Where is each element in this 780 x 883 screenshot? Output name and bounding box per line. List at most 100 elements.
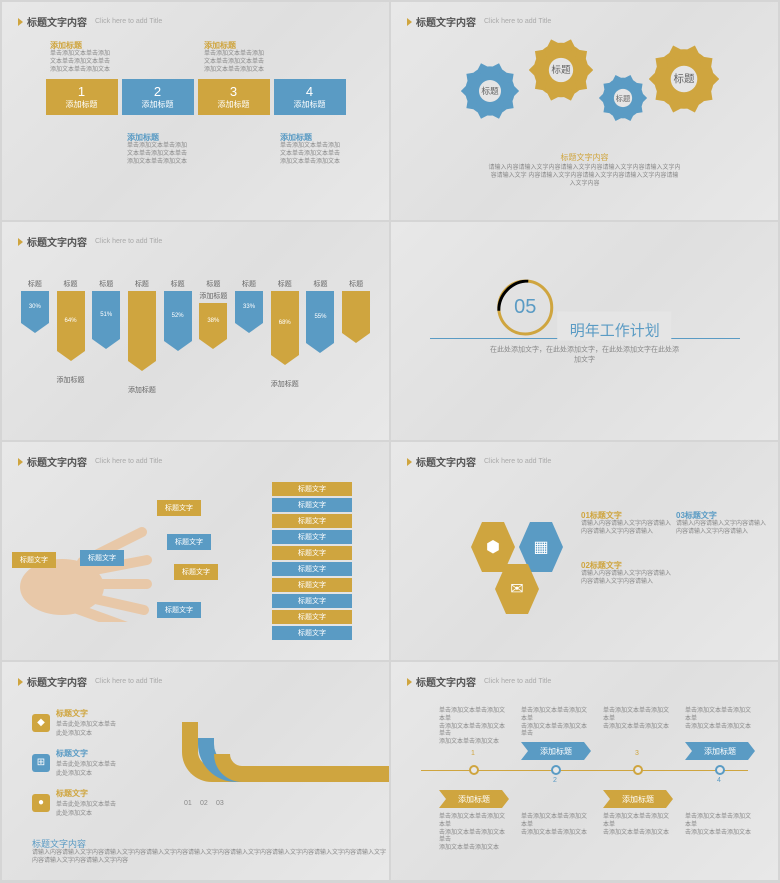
arrow-col: 标题.a60::after{border-top:10px solid #cfa… [54,279,88,385]
number-box: 3添加标题 [198,79,270,115]
point-desc-bot: 单击添加文本单击添加文本单击添加文本单击添加文本 [603,814,673,837]
finger-tag: 标题文字 [174,564,218,580]
caption-title: 标题文字内容 [488,152,682,163]
slide-header: 标题文字内容 Click here to add Title [407,674,762,689]
gear-caption: 标题文字内容 请输入内容请输入文字内容请输入文字内容请输入文字内容请输入文字内容… [488,152,682,188]
list-item: 标题文字 [272,546,352,560]
list-item: 标题文字 [272,514,352,528]
dot-num: 2 [553,777,557,784]
dot-num: 3 [635,750,639,757]
footer-block: 标题文字内容 请输入内容请输入文字内容请输入文字内容请输入文字内容请输入文字内容… [32,837,389,866]
curve-num: 03 [216,800,224,807]
list-item: 标题文字 [272,498,352,512]
finger-tag: 标题文字 [157,500,201,516]
slide-header: 标题文字内容 Click here to add Title [407,14,762,29]
gear-icon: 标题 [649,44,719,119]
svg-text:标题: 标题 [616,94,630,103]
header-sub: Click here to add Title [95,18,162,25]
arrow-col: 标题.a48::after{border-top:10px solid #5a9… [89,279,123,349]
list-item: 标题文字 [272,562,352,576]
slide-header: 标题文字内容 Click here to add Title [407,454,762,469]
number-boxes: 1添加标题2添加标题3添加标题4添加标题 [18,79,373,115]
note-block: 添加标题单击添加文本单击添加文本单击添加文本单击添加文本单击添加文本 [50,40,110,74]
header-sub: Click here to add Title [484,678,551,685]
arrow-col: 标题.a50::after{border-top:10px solid #5a9… [161,279,195,351]
arrow-col: 标题.a52::after{border-top:10px solid #5a9… [304,279,338,353]
svg-text:标题: 标题 [481,85,499,96]
slide-header: 标题文字内容 Click here to add Title [18,234,373,249]
point-desc-top: 单击添加文本单击添加文本单击添加文本单击添加文本单击 [521,708,591,739]
section-circle: 05 [497,280,553,336]
point-desc-bot: 单击添加文本单击添加文本单击添加文本单击添加文本 [685,814,755,837]
header-title: 标题文字内容 [27,674,87,689]
timeline-dot [551,765,561,775]
tri-icon [18,458,23,466]
tri-icon [407,18,412,26]
arrow-col: 标题.a64::after{border-top:10px solid #cfa… [268,279,302,389]
header-title: 标题文字内容 [416,454,476,469]
gear-icon: 标题 [599,74,647,127]
point-desc-top: 单击添加文本单击添加文本单击添加文本单击添加文本单击添加文本单击添加文本 [439,708,509,747]
finger-tag: 标题文字 [167,534,211,550]
gear-icon: 标题 [529,38,593,107]
footer-title: 标题文字内容 [32,837,389,850]
point-desc-top: 单击添加文本单击添加文本单击添加文本单击添加文本 [603,708,673,731]
number-box: 4添加标题 [274,79,346,115]
slide-4: 05 明年工作计划 在此处添加文字，在此处添加文字，在此处添加文字在此处添加文字 [391,222,778,440]
item-icon: ◆ [32,714,50,732]
tri-icon [18,678,23,686]
list-item: 标题文字 [272,610,352,624]
list-item: 标题文字 [272,626,352,640]
section-header: 05 明年工作计划 在此处添加文字，在此处添加文字，在此处添加文字在此处添加文字 [488,280,682,365]
slide-3: 标题文字内容 Click here to add Title 标题.a32::a… [2,222,389,440]
point-box: 添加标题 [685,742,755,760]
tri-icon [407,678,412,686]
header-sub: Click here to add Title [95,678,162,685]
header-title: 标题文字内容 [27,234,87,249]
item-icon: ● [32,794,50,812]
icon-item: ◆标题文字单击此处添加文本单击此处添加文本 [32,708,116,737]
icon-item: ⊞标题文字单击此处添加文本单击此处添加文本 [32,748,116,777]
note-block: 添加标题单击添加文本单击添加文本单击添加文本单击添加文本单击添加文本 [280,132,340,166]
list-item: 标题文字 [272,482,352,496]
finger-tag: 标题文字 [80,550,124,566]
point-desc-bot: 单击添加文本单击添加文本单击添加文本单击添加文本单击添加文本单击添加文本 [439,814,509,853]
tri-icon [18,18,23,26]
header-sub: Click here to add Title [484,18,551,25]
point-box: 添加标题 [521,742,591,760]
finger-tag: 标题文字 [12,552,56,568]
curve-num: 01 [184,800,192,807]
header-sub: Click here to add Title [95,458,162,465]
arrow-col: 标题.a32::after{border-top:10px solid #5a9… [18,279,52,333]
dot-num: 1 [471,750,475,757]
header-title: 标题文字内容 [416,674,476,689]
timeline-dot [633,765,643,775]
arrow-chart: 标题.a32::after{border-top:10px solid #5a9… [18,279,373,395]
list-item: 标题文字 [272,578,352,592]
header-sub: Click here to add Title [484,458,551,465]
tri-icon [407,458,412,466]
timeline-dot [469,765,479,775]
dot-num: 4 [717,777,721,784]
timeline-dot [715,765,725,775]
hex-text: 02标题文字请输入内容请输入文字内容请输入内容请输入文字内容请输入 [581,560,671,587]
header-title: 标题文字内容 [27,14,87,29]
arrow-col: 标题.a70::after{border-top:10px solid #cfa… [125,279,159,395]
number-box: 2添加标题 [122,79,194,115]
note-block: 添加标题单击添加文本单击添加文本单击添加文本单击添加文本单击添加文本 [127,132,187,166]
svg-text:标题: 标题 [551,64,571,76]
slide-header: 标题文字内容 Click here to add Title [18,674,373,689]
list-item: 标题文字 [272,594,352,608]
curve-num: 02 [200,800,208,807]
slide-2: 标题文字内容 Click here to add Title 标题标题标题标题 … [391,2,778,220]
slide-header: 标题文字内容 Click here to add Title [18,454,373,469]
slide-header: 标题文字内容 Click here to add Title [18,14,373,29]
item-icon: ⊞ [32,754,50,772]
list-item: 标题文字 [272,530,352,544]
curve-band [214,754,389,782]
section-title: 明年工作计划 [570,320,660,341]
section-sub: 在此处添加文字，在此处添加文字，在此处添加文字在此处添加文字 [488,345,682,365]
hex-text: 01标题文字请输入内容请输入文字内容请输入内容请输入文字内容请输入 [581,510,671,537]
header-title: 标题文字内容 [416,14,476,29]
hex-text: 03标题文字请输入内容请输入文字内容请输入内容请输入文字内容请输入 [676,510,766,537]
